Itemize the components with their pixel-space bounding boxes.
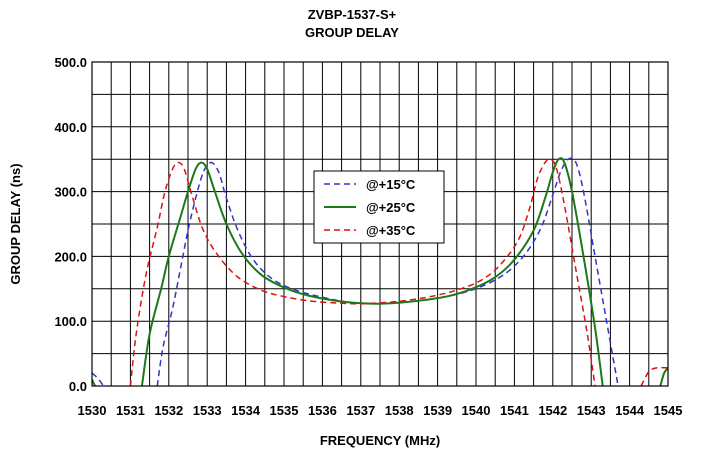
x-tick-label: 1535 (270, 403, 299, 418)
legend-label: @+15°C (366, 177, 416, 192)
series-line (129, 158, 596, 386)
y-tick-label: 500.0 (54, 55, 87, 70)
y-tick-label: 0.0 (69, 379, 87, 394)
x-tick-labels: 1530 1531 1532 1533 1534 1535 1536 1537 1538 1539… (78, 403, 683, 418)
series-line (659, 367, 668, 386)
legend: @+15°C @+25°C @+35°C (313, 170, 445, 244)
chart-subtitle: GROUP DELAY (305, 25, 399, 40)
series-3 (129, 158, 668, 386)
x-tick-label: 1544 (615, 403, 645, 418)
y-axis-label: GROUP DELAY (ns) (8, 163, 23, 284)
x-tick-label: 1532 (154, 403, 183, 418)
x-tick-label: 1541 (500, 403, 529, 418)
x-tick-label: 1538 (385, 403, 414, 418)
chart-title: ZVBP-1537-S+ (307, 7, 397, 22)
x-tick-label: 1539 (423, 403, 452, 418)
x-tick-label: 1542 (538, 403, 567, 418)
x-tick-label: 1545 (654, 403, 683, 418)
x-tick-label: 1540 (462, 403, 491, 418)
series-line (156, 157, 619, 386)
series-line (640, 366, 668, 386)
y-tick-label: 200.0 (54, 249, 87, 264)
x-tick-label: 1533 (193, 403, 222, 418)
x-tick-label: 1534 (231, 403, 261, 418)
y-tick-label: 300.0 (54, 185, 87, 200)
y-tick-label: 100.0 (54, 314, 87, 329)
x-tick-label: 1531 (116, 403, 145, 418)
series-line (92, 372, 105, 386)
series-line (140, 157, 604, 386)
y-tick-labels: 0.0 100.0 200.0 300.0 400.0 500.0 (54, 55, 87, 394)
x-tick-label: 1537 (346, 403, 375, 418)
plot-frame (91, 61, 669, 387)
x-tick-label: 1530 (78, 403, 107, 418)
legend-label: @+35°C (366, 223, 416, 238)
y-tick-label: 400.0 (54, 120, 87, 135)
x-tick-label: 1543 (577, 403, 606, 418)
series-1 (92, 157, 619, 386)
x-tick-label: 1536 (308, 403, 337, 418)
x-axis-label: FREQUENCY (MHz) (320, 433, 440, 448)
legend-label: @+25°C (366, 200, 416, 215)
